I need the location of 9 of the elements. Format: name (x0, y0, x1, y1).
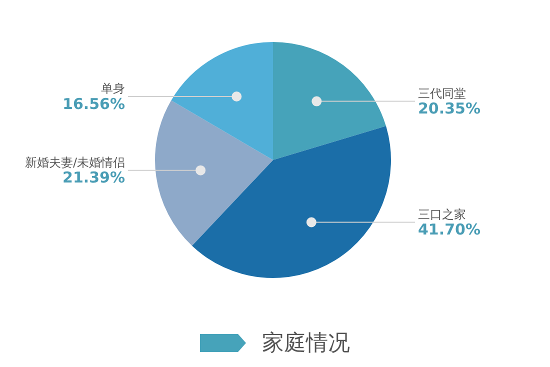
data-label: 20.35% (418, 100, 480, 118)
data-label: 41.70% (418, 220, 480, 239)
slice-label: 新婚夫妻/未婚情侣 (24, 155, 125, 170)
slice-label: 三口之家 (418, 207, 466, 222)
data-label: 21.39% (62, 168, 125, 187)
slice-label: 单身 (101, 82, 125, 96)
data-label: 16.56% (62, 94, 125, 113)
slice-label: 三代同堂 (418, 86, 466, 100)
text: 家庭情况 (262, 330, 350, 358)
